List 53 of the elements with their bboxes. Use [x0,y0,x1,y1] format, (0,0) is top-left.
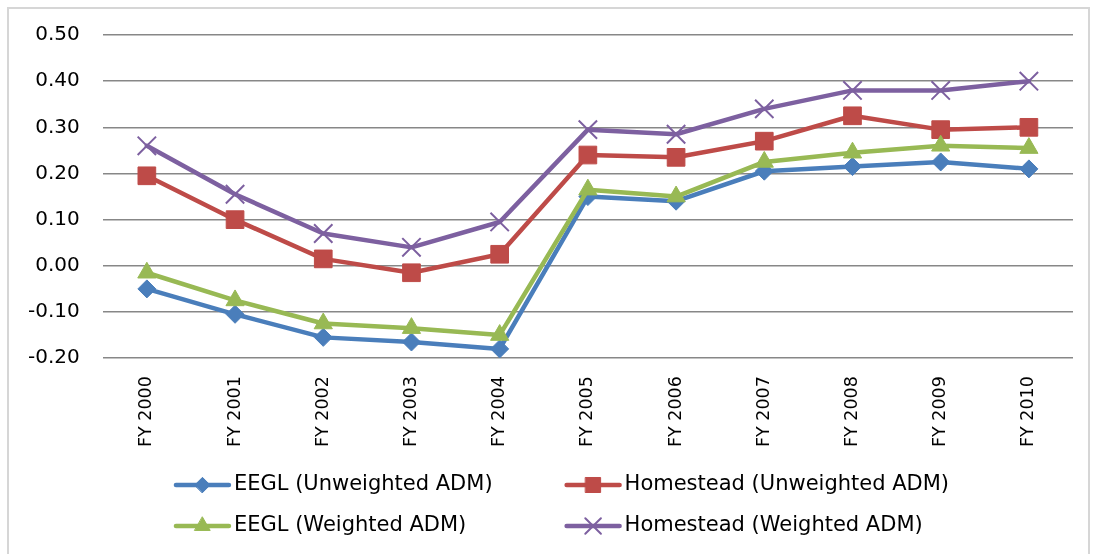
point [666,148,686,167]
x-tick-label: FY 2006 [664,376,685,447]
point [754,98,775,120]
point [401,332,421,352]
y-tick-label: 0.20 [35,159,80,184]
x-tick-label: FY 2001 [223,376,244,447]
x-tick-label: FY 2010 [1017,376,1038,447]
legend-label: EEGL (Weighted ADM) [233,512,467,537]
point [401,237,422,258]
point [313,249,333,269]
point [225,210,245,229]
y-tick-label: 0.50 [35,21,80,46]
y-tick-label: 0.10 [35,205,80,230]
x-tick-label: FY 2005 [576,376,597,447]
point [842,80,863,101]
x-tick-label: FY 2009 [929,376,950,447]
point [224,184,246,205]
y-tick-label: -0.10 [28,298,80,323]
point [136,135,158,156]
point [137,279,157,299]
x-tick-label: FY 2003 [400,376,421,447]
point [1018,70,1040,92]
point [665,124,687,145]
point [843,106,862,126]
point [137,166,157,186]
legend-label: EEGL (Unweighted ADM) [233,471,493,496]
point [490,244,510,264]
point [1019,117,1039,137]
point [1019,159,1039,179]
x-tick-label: FY 2008 [841,376,862,447]
y-tick-label: 0.00 [35,252,80,277]
point [931,152,951,172]
point [931,120,951,139]
point [842,157,862,177]
x-tick-label: FY 2002 [311,376,332,447]
y-tick-label: -0.20 [28,344,80,369]
point [402,263,421,283]
x-tick-label: FY 2000 [135,376,156,447]
point [489,211,510,233]
y-tick-label: 0.40 [35,67,80,92]
point [225,304,245,324]
x-tick-label: FY 2004 [488,376,509,447]
point [578,145,598,165]
point [754,131,774,151]
legend-label: Homestead (Weighted ADM) [624,512,923,537]
point [313,223,334,244]
x-tick-label: FY 2007 [752,376,773,447]
legend-label: Homestead (Unweighted ADM) [624,471,950,496]
point [930,80,951,101]
y-tick-label: 0.30 [35,113,80,138]
point [313,327,333,347]
point [490,339,510,359]
point [577,119,599,140]
